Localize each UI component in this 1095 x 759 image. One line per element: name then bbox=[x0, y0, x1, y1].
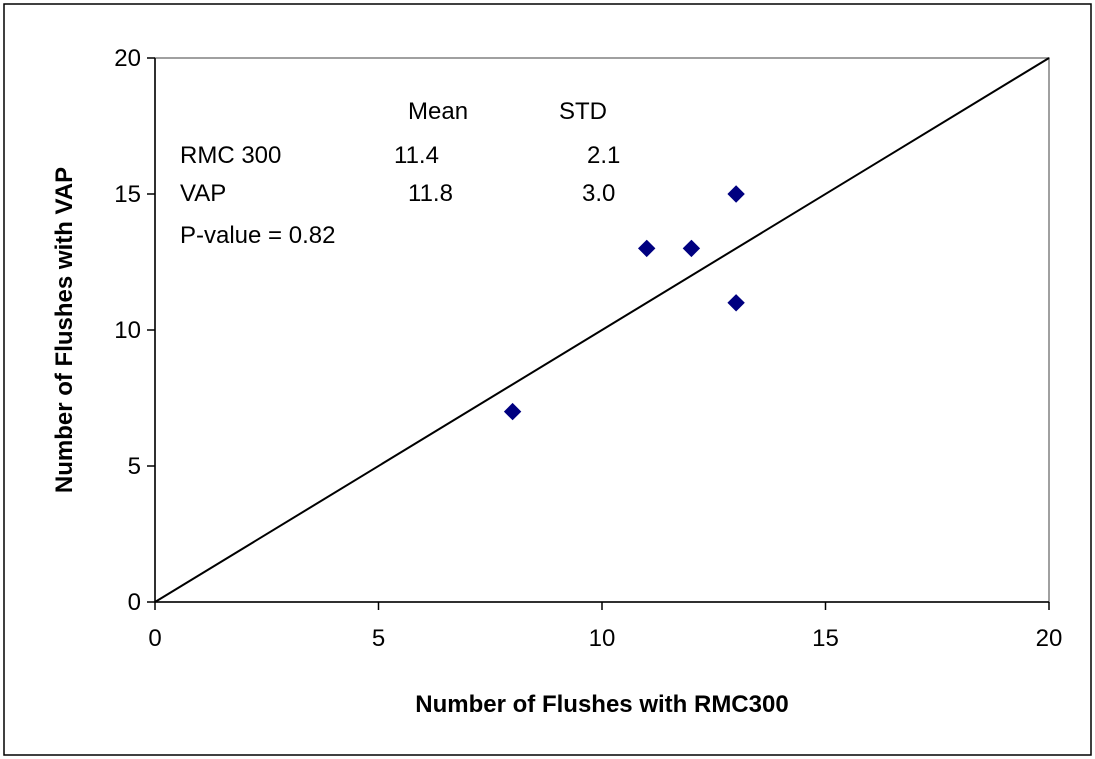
y-tick-label: 15 bbox=[114, 181, 141, 208]
y-tick-label: 20 bbox=[114, 45, 141, 72]
x-tick-label: 5 bbox=[372, 625, 385, 652]
x-tick-label: 10 bbox=[589, 625, 616, 652]
data-point-marker bbox=[637, 239, 656, 258]
reference-line-y-equals-x bbox=[154, 57, 1050, 603]
stats-row-label: RMC 300 bbox=[180, 142, 281, 169]
stats-row-label: VAP bbox=[180, 180, 226, 207]
x-tick-label: 0 bbox=[148, 625, 161, 652]
data-point-marker bbox=[727, 185, 745, 203]
stats-row-std: 3.0 bbox=[582, 180, 615, 207]
stats-row-mean: 11.8 bbox=[408, 180, 453, 207]
y-tick-label: 0 bbox=[128, 589, 141, 616]
y-axis-title: Number of Flushes with VAP bbox=[51, 167, 78, 493]
stats-pvalue: P-value = 0.82 bbox=[180, 222, 335, 249]
y-axis-ticks: 0 5 10 15 20 bbox=[114, 45, 155, 616]
stats-header-std: STD bbox=[559, 98, 607, 125]
y-tick-label: 10 bbox=[114, 317, 141, 344]
y-tick-label: 5 bbox=[128, 453, 141, 480]
data-points bbox=[503, 185, 745, 421]
stats-row-std: 2.1 bbox=[587, 142, 620, 169]
chart-frame bbox=[3, 3, 1092, 756]
data-point-marker bbox=[503, 402, 522, 421]
x-tick-label: 20 bbox=[1036, 625, 1063, 652]
data-point-marker bbox=[727, 294, 745, 312]
stats-annotation: Mean STD RMC 300 11.4 2.1 VAP 11.8 3.0 P… bbox=[180, 98, 620, 249]
x-axis-ticks: 0 5 10 15 20 bbox=[148, 602, 1062, 652]
data-point-marker bbox=[682, 239, 701, 258]
stats-row-mean: 11.4 bbox=[394, 142, 439, 169]
x-axis-title: Number of Flushes with RMC300 bbox=[415, 691, 788, 718]
x-tick-label: 15 bbox=[812, 625, 839, 652]
stats-header-mean: Mean bbox=[408, 98, 468, 125]
